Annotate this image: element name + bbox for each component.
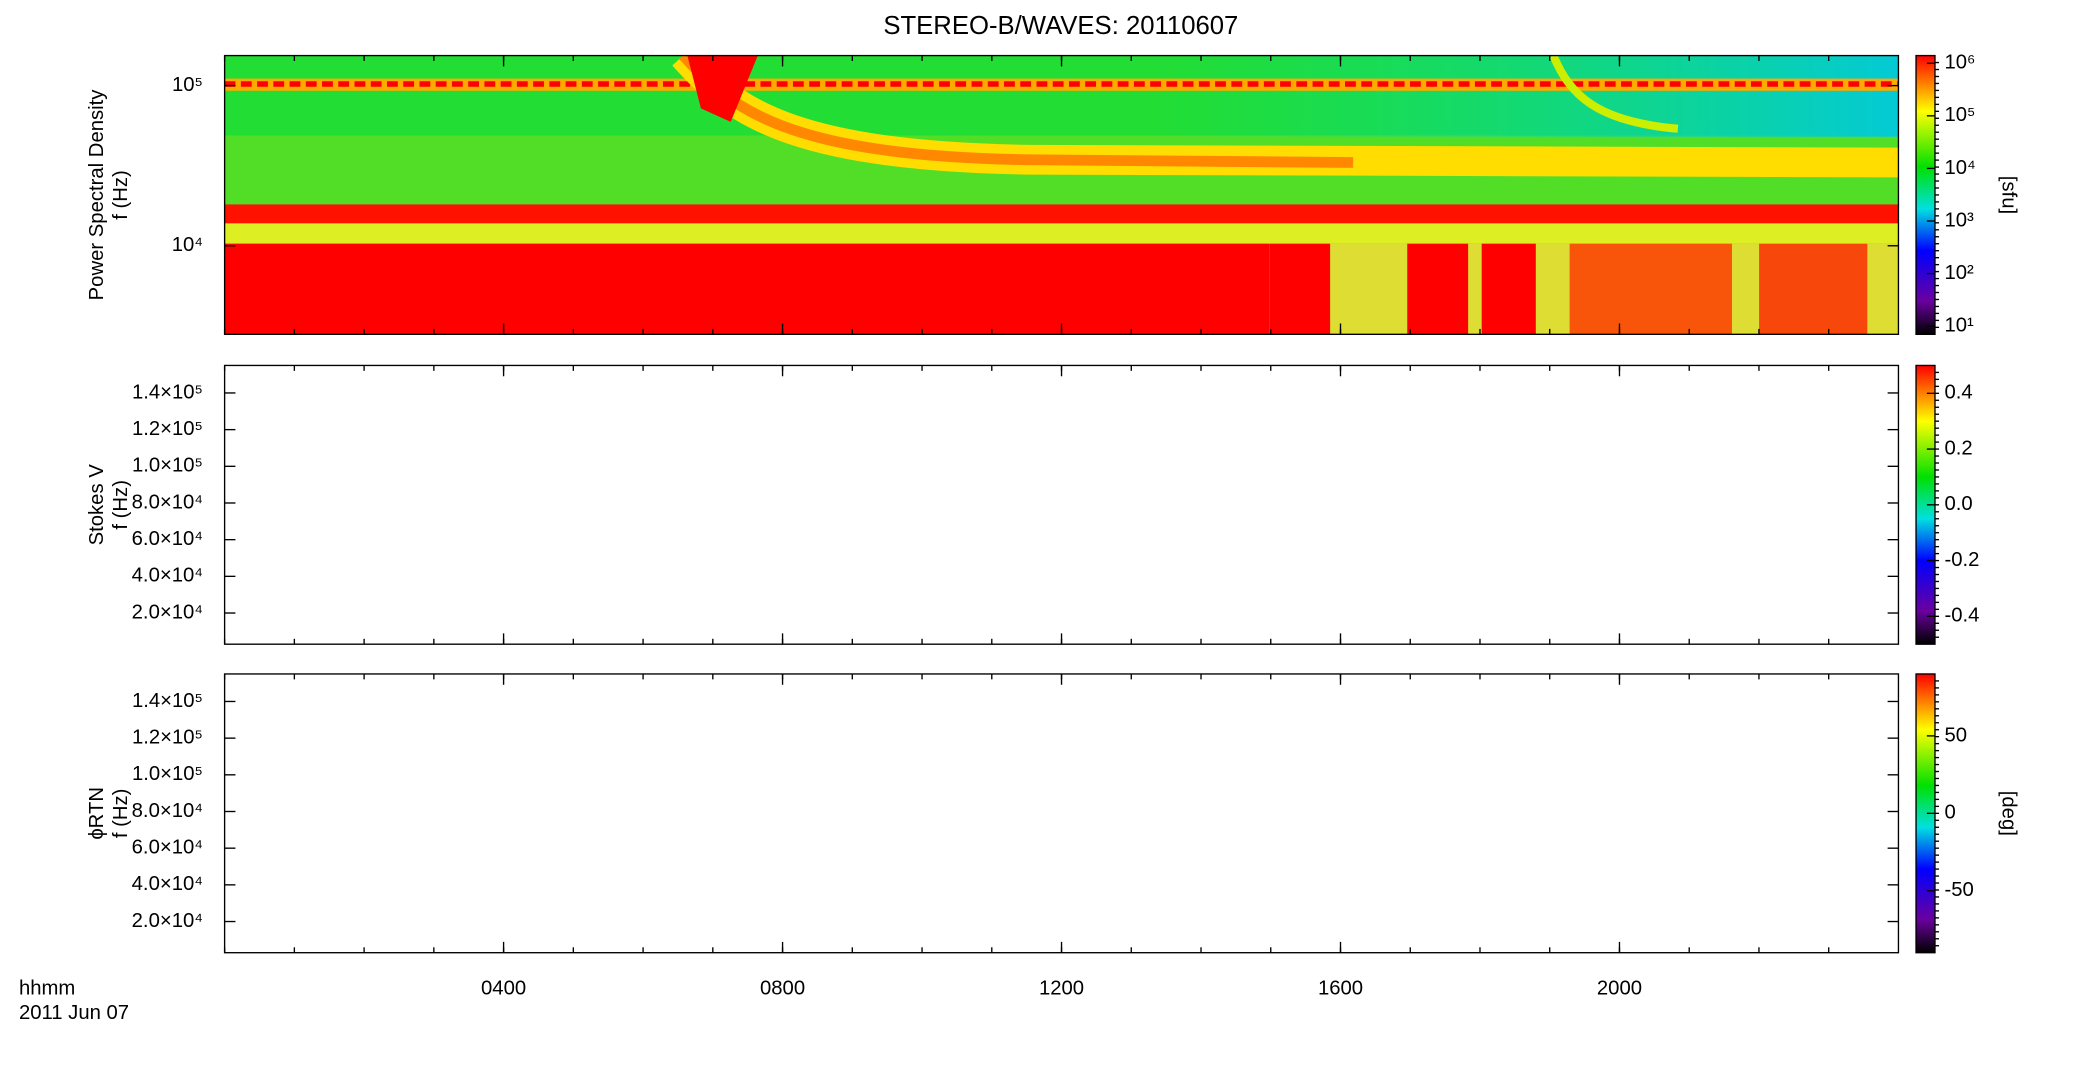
colorbar-tick-label: 0 <box>1944 802 1955 824</box>
colorbar-tick-label: 50 <box>1944 724 1967 746</box>
y-axis-label: Power Spectral Density <box>86 89 108 301</box>
x-tick-label: 0800 <box>760 978 805 1000</box>
y-tick-label: 10⁵ <box>172 74 203 96</box>
colorbar-tick-label: 10³ <box>1944 209 1974 231</box>
y-tick-label: 6.0×10⁴ <box>132 837 203 859</box>
y-tick-label: 6.0×10⁴ <box>132 528 203 550</box>
y-tick-label: 8.0×10⁴ <box>132 491 203 513</box>
y-axis-label: ϕRTN <box>86 787 108 840</box>
colorbar-tick-label: 10⁴ <box>1944 157 1975 179</box>
colorbar-tick-label: 0.4 <box>1944 382 1972 404</box>
y-tick-label: 8.0×10⁴ <box>132 800 203 822</box>
plot-frame <box>223 364 1900 645</box>
y-axis-label: f (Hz) <box>110 480 132 530</box>
y-tick-label: 1.2×10⁵ <box>132 727 203 749</box>
x-axis-label: 2011 Jun 07 <box>19 1002 129 1024</box>
colorbar <box>1915 54 1936 336</box>
colorbar-tick-label: -0.4 <box>1944 605 1979 627</box>
y-tick-label: 2.0×10⁴ <box>132 910 203 932</box>
x-tick-label: 0400 <box>481 978 526 1000</box>
y-tick-label: 1.0×10⁵ <box>132 763 203 785</box>
x-tick-label: 1200 <box>1039 978 1084 1000</box>
colorbar-tick-label: -0.2 <box>1944 549 1979 571</box>
y-tick-label: 4.0×10⁴ <box>132 873 203 895</box>
y-tick-label: 2.0×10⁴ <box>132 601 203 623</box>
y-axis-label: f (Hz) <box>110 170 132 220</box>
colorbar-tick-label: -50 <box>1944 879 1973 901</box>
y-axis-label: f (Hz) <box>110 789 132 839</box>
colorbar-tick-label: 10⁶ <box>1944 52 1975 74</box>
y-tick-label: 1.4×10⁵ <box>132 690 203 712</box>
colorbar-tick-label: 10¹ <box>1944 315 1974 337</box>
x-tick-label: 1600 <box>1318 978 1363 1000</box>
colorbar-tick-label: 10² <box>1944 262 1974 284</box>
colorbar-tick-label: 0.2 <box>1944 437 1972 459</box>
y-tick-label: 1.2×10⁵ <box>132 418 203 440</box>
spectrogram-image <box>224 55 1899 335</box>
colorbar-tick-label: 10⁵ <box>1944 104 1975 126</box>
plot-frame <box>223 673 1900 954</box>
x-tick-label: 2000 <box>1597 978 1642 1000</box>
x-axis-label: hhmm <box>19 978 75 1000</box>
y-tick-label: 10⁴ <box>172 234 203 256</box>
y-tick-label: 1.0×10⁵ <box>132 455 203 477</box>
colorbar-label: [sfu] <box>1998 176 2020 214</box>
colorbar-tick-label: 0.0 <box>1944 493 1972 515</box>
colorbar-label: [deg] <box>1998 791 2020 836</box>
y-tick-label: 1.4×10⁵ <box>132 381 203 403</box>
chart-title: STEREO-B/WAVES: 20110607 <box>883 12 1238 40</box>
y-axis-label: Stokes V <box>86 464 108 546</box>
y-tick-label: 4.0×10⁴ <box>132 565 203 587</box>
